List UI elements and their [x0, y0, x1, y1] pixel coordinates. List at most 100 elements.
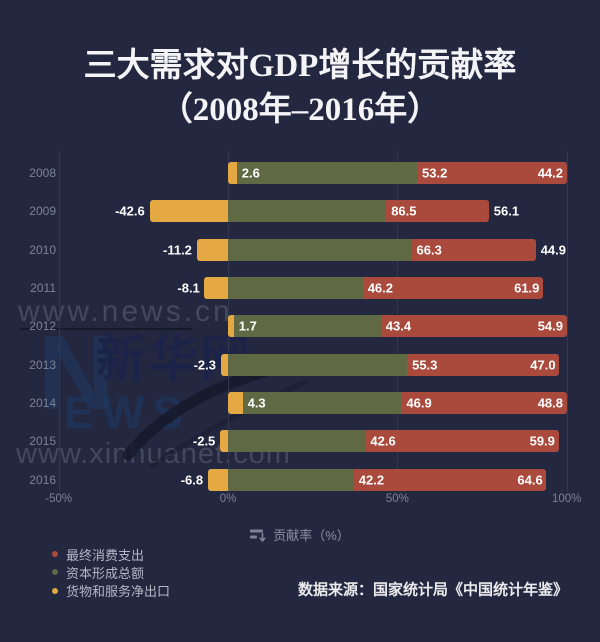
- bar-segment-capital-formation: [227, 277, 363, 300]
- value-label-capital-formation: 43.4: [385, 318, 412, 334]
- value-label-net-exports: -6.8: [180, 472, 204, 488]
- legend-item: 资本形成总额: [52, 563, 170, 581]
- value-label-consumption: 48.8: [537, 395, 563, 411]
- value-label-net-exports: 4.3: [247, 395, 266, 411]
- value-label-capital-formation: 42.2: [358, 472, 385, 488]
- bar-row-2012: [228, 315, 567, 338]
- bar-segment-net-exports: [219, 430, 228, 453]
- legend: 最终消费支出 资本形成总额货物和服务净出口: [52, 545, 170, 600]
- bar-row-2008: [228, 162, 567, 184]
- value-label-capital-formation: 66.3: [416, 242, 442, 258]
- bar-row-2016: [207, 468, 547, 491]
- legend-item: 最终消费支出: [52, 545, 170, 563]
- value-label-consumption: 54.9: [537, 318, 563, 334]
- year-label: 2008: [29, 166, 56, 180]
- bar-segment-consumption: [416, 162, 567, 184]
- bar-segment-consumption: [353, 468, 547, 491]
- value-label-consumption: 47.0: [530, 357, 556, 373]
- bar-segment-consumption: [386, 200, 489, 223]
- bar-row-2013: [220, 353, 560, 376]
- watermark-n-logo: N: [38, 314, 115, 432]
- value-label-net-exports: -8.1: [177, 280, 200, 296]
- value-label-net-exports: 1.7: [238, 318, 257, 334]
- value-label-consumption: 44.2: [537, 165, 563, 181]
- value-label-net-exports: -42.6: [115, 203, 145, 219]
- bar-row-2009: [150, 200, 489, 223]
- year-label: 2013: [29, 357, 56, 372]
- bar-segment-net-exports: [204, 277, 228, 300]
- bar-row-2011: [204, 277, 544, 300]
- bar-segment-net-exports: [150, 200, 228, 223]
- bar-segment-capital-formation: [227, 430, 366, 453]
- value-label-consumption: 44.9: [540, 242, 566, 258]
- year-label: 2015: [29, 434, 56, 449]
- x-tick-label: 0%: [219, 493, 237, 505]
- value-label-capital-formation: 53.2: [422, 165, 448, 181]
- value-label-capital-formation: 46.2: [367, 280, 393, 296]
- source-note: 数据来源：国家统计局《中国统计年鉴》: [297, 582, 568, 599]
- chart-title: 三大需求对GDP增长的贡献率 （2008年–2016年）: [0, 44, 600, 132]
- bar-segment-consumption: [411, 238, 536, 261]
- value-label-consumption: 64.6: [517, 472, 543, 488]
- bar-segment-capital-formation: [236, 162, 417, 184]
- bar-segment-capital-formation: [227, 200, 387, 223]
- bar-segment-capital-formation: [228, 238, 412, 261]
- value-label-consumption: 61.9: [514, 280, 540, 296]
- value-label-net-exports: -2.3: [193, 357, 216, 373]
- value-label-capital-formation: 42.6: [370, 433, 396, 449]
- bar-row-2015: [219, 430, 559, 453]
- x-tick-label: 50%: [385, 493, 409, 505]
- bar-segment-net-exports: [207, 468, 228, 491]
- legend-label: 最终消费支出: [66, 547, 145, 563]
- axis-caption: 贡献率（%）: [0, 525, 600, 544]
- year-label: 2012: [29, 319, 56, 334]
- legend-item: 货物和服务净出口: [52, 582, 170, 600]
- x-tick-label: 100%: [551, 493, 582, 505]
- year-label: 2009: [29, 204, 56, 219]
- value-label-net-exports: -2.5: [192, 433, 216, 449]
- chart-title-line1: 三大需求对GDP增长的贡献率: [83, 48, 517, 84]
- year-label: 2014: [29, 396, 56, 411]
- year-label: 2010: [29, 242, 56, 257]
- bar-segment-capital-formation: [233, 315, 381, 338]
- value-label-consumption: 59.9: [529, 433, 555, 449]
- bar-row-2010: [197, 238, 536, 261]
- bar-segment-net-exports: [228, 392, 243, 415]
- bar-segment-consumption: [407, 353, 560, 376]
- watermark-news-url: www.news.cn: [18, 295, 233, 328]
- legend-label: 货物和服务净出口: [66, 584, 171, 600]
- x-tick-label: -50%: [45, 493, 73, 505]
- bar-segment-net-exports: [228, 315, 234, 338]
- legend-dot-icon: [52, 551, 58, 558]
- bar-segment-capital-formation: [227, 353, 408, 376]
- legend-dot-icon: [52, 569, 58, 576]
- year-label: 2016: [29, 472, 56, 487]
- value-label-capital-formation: 55.3: [412, 357, 438, 373]
- bar-segment-consumption: [380, 315, 567, 338]
- bar-segment-consumption: [365, 430, 559, 453]
- year-label: 2011: [30, 281, 56, 296]
- value-label-net-exports: 2.6: [241, 165, 260, 181]
- legend-dot-icon: [52, 587, 58, 594]
- bar-segment-capital-formation: [242, 392, 402, 415]
- bar-segment-net-exports: [197, 238, 228, 261]
- value-label-capital-formation: 46.9: [406, 395, 432, 411]
- bar-segment-capital-formation: [227, 468, 354, 491]
- bar-segment-consumption: [401, 392, 567, 415]
- bar-segment-net-exports: [228, 162, 237, 184]
- bar-segment-net-exports: [220, 353, 228, 376]
- chart-title-line2: （2008年–2016年）: [159, 92, 441, 128]
- value-label-consumption: 56.1: [493, 203, 520, 219]
- gridline: [58, 151, 60, 492]
- gridline: [566, 151, 568, 492]
- bar-sort-icon: [250, 529, 266, 542]
- legend-label: 资本形成总额: [66, 565, 145, 581]
- value-label-net-exports: -11.2: [163, 242, 192, 258]
- value-label-capital-formation: 86.5: [391, 203, 417, 219]
- axis-caption-text: 贡献率（%）: [273, 528, 350, 543]
- watermark-underline: [20, 328, 192, 330]
- bar-row-2014: [228, 392, 567, 415]
